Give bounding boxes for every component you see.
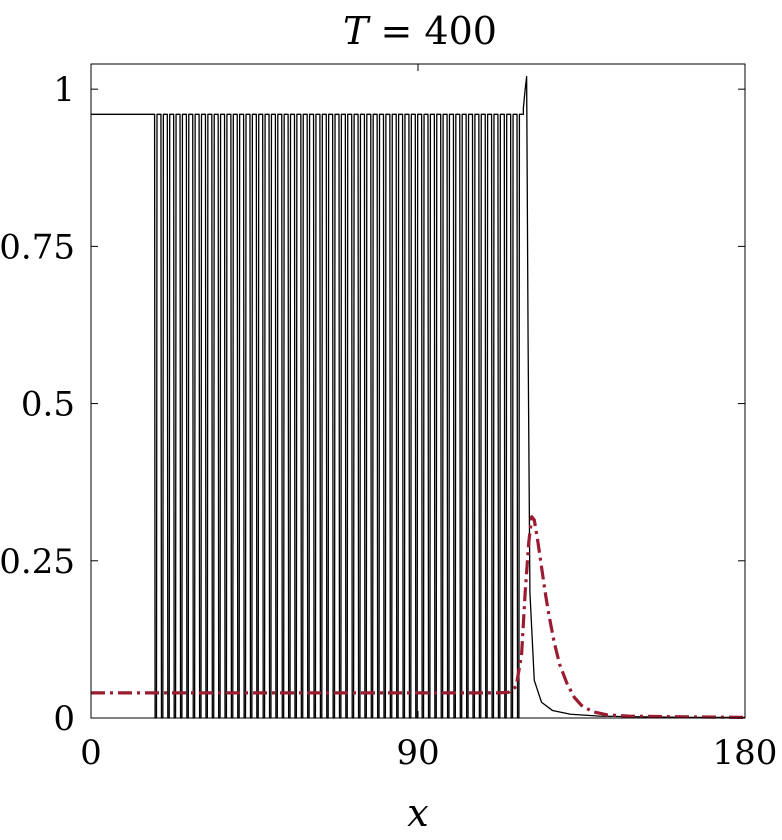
y-tick-label: 1 bbox=[53, 70, 75, 110]
chart-title-value: 400 bbox=[424, 9, 497, 53]
axis-ticks: 0 90 180 0 0.25 0.5 0.75 1 bbox=[0, 64, 777, 773]
x-tick-label: 180 bbox=[713, 733, 778, 773]
x-axis-label: x bbox=[407, 791, 428, 835]
chart-title-equals: = bbox=[368, 9, 424, 53]
y-tick-label: 0.5 bbox=[21, 385, 75, 425]
chart-title: T = 400 bbox=[343, 9, 497, 53]
y-tick-label: 0.25 bbox=[0, 542, 75, 582]
plot-frame bbox=[90, 63, 746, 719]
plot-area bbox=[91, 75, 746, 719]
x-tick-label: 0 bbox=[80, 733, 102, 773]
y-tick-label: 0 bbox=[53, 699, 75, 739]
y-tick-label: 0.75 bbox=[0, 227, 75, 267]
x-tick-label: 90 bbox=[396, 733, 439, 773]
series-line-dashdot bbox=[91, 515, 746, 719]
chart-title-variable: T bbox=[343, 9, 371, 53]
series-line-solid bbox=[91, 75, 745, 719]
